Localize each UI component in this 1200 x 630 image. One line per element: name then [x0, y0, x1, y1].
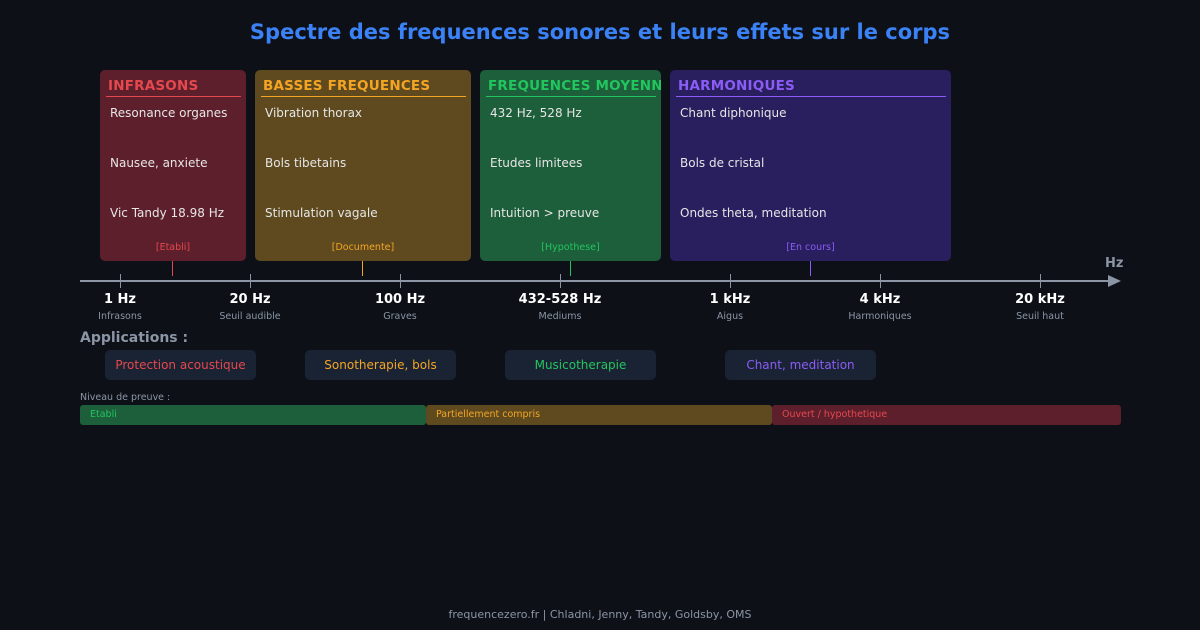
band-title: BASSES FREQUENCES	[263, 78, 431, 94]
evidence-tag: [Hypothese]	[541, 242, 600, 253]
evidence-tag: [Etabli]	[155, 242, 191, 253]
footer-credits: frequencezero.fr | Chladni, Jenny, Tandy…	[448, 608, 752, 621]
axis-tick	[1040, 274, 1041, 288]
tick-label: 432-528 Hz	[518, 292, 602, 307]
axis-tick	[250, 274, 251, 288]
band-connector	[362, 261, 363, 276]
band-item: Bols de cristal	[680, 156, 765, 170]
band-item: Vibration thorax	[265, 106, 363, 120]
axis-tick	[400, 274, 401, 288]
axis-tick	[730, 274, 731, 288]
band-divider	[106, 96, 241, 97]
band-divider	[676, 96, 946, 97]
tick-label: 20 Hz	[229, 292, 271, 307]
proof-level-established: Etabli	[80, 405, 426, 425]
tick-label: 4 kHz	[859, 292, 901, 307]
tick-sublabel: Seuil haut	[1016, 311, 1064, 322]
band-item: Resonance organes	[110, 106, 228, 120]
band-item: Intuition > preuve	[490, 206, 600, 220]
band-divider	[261, 96, 466, 97]
band-item: Stimulation vagale	[265, 206, 378, 220]
tick-sublabel: Harmoniques	[848, 311, 912, 322]
tick-label: 20 kHz	[1015, 292, 1065, 307]
diagram-title: Spectre des frequences sonores et leurs …	[249, 20, 951, 44]
band-item: Vic Tandy 18.98 Hz	[110, 206, 225, 220]
tick-sublabel: Aigus	[716, 311, 744, 322]
application-item: Sonotherapie, bols	[305, 350, 456, 380]
band-divider	[486, 96, 656, 97]
axis-tick	[880, 274, 881, 288]
band-card-basses: BASSES FREQUENCES Vibration thorax Bols …	[255, 70, 471, 261]
tick-label: 1 kHz	[709, 292, 751, 307]
tick-sublabel: Graves	[383, 311, 417, 322]
band-title: INFRASONS	[108, 78, 199, 94]
axis-tick	[560, 274, 561, 288]
band-item: Nausee, anxiete	[110, 156, 208, 170]
band-title: HARMONIQUES	[678, 78, 795, 94]
tick-sublabel: Seuil audible	[219, 311, 281, 322]
tick-label: 1 Hz	[103, 292, 137, 307]
evidence-tag: [Documente]	[331, 242, 395, 253]
band-item: Chant diphonique	[680, 106, 787, 120]
band-connector	[810, 261, 811, 276]
tick-sublabel: Infrasons	[98, 311, 142, 322]
axis-tick	[120, 274, 121, 288]
band-item: Bols tibetains	[265, 156, 347, 170]
evidence-tag: [En cours]	[786, 242, 835, 253]
band-item: Etudes limitees	[490, 156, 583, 170]
application-item: Musicotherapie	[505, 350, 656, 380]
band-card-moyennes: FREQUENCES MOYENNES 432 Hz, 528 Hz Etude…	[480, 70, 661, 261]
band-connector	[172, 261, 173, 276]
band-title: FREQUENCES MOYENNES	[488, 78, 661, 94]
tick-sublabel: Mediums	[538, 311, 582, 322]
axis-unit-label: Hz	[1105, 256, 1124, 271]
axis-arrow-icon	[1108, 275, 1121, 287]
proof-level-partial: Partiellement compris	[426, 405, 772, 425]
application-item: Protection acoustique	[105, 350, 256, 380]
band-connector	[570, 261, 571, 276]
band-item: Ondes theta, meditation	[680, 206, 827, 220]
band-item: 432 Hz, 528 Hz	[490, 106, 582, 120]
tick-label: 100 Hz	[374, 292, 426, 307]
applications-heading: Applications :	[80, 330, 189, 346]
application-item: Chant, meditation	[725, 350, 876, 380]
proof-level-open: Ouvert / hypothetique	[772, 405, 1121, 425]
frequency-axis	[80, 280, 1112, 282]
proof-heading: Niveau de preuve :	[80, 392, 171, 403]
band-card-infrasons: INFRASONS Resonance organes Nausee, anxi…	[100, 70, 246, 261]
band-card-harmoniques: HARMONIQUES Chant diphonique Bols de cri…	[670, 70, 951, 261]
